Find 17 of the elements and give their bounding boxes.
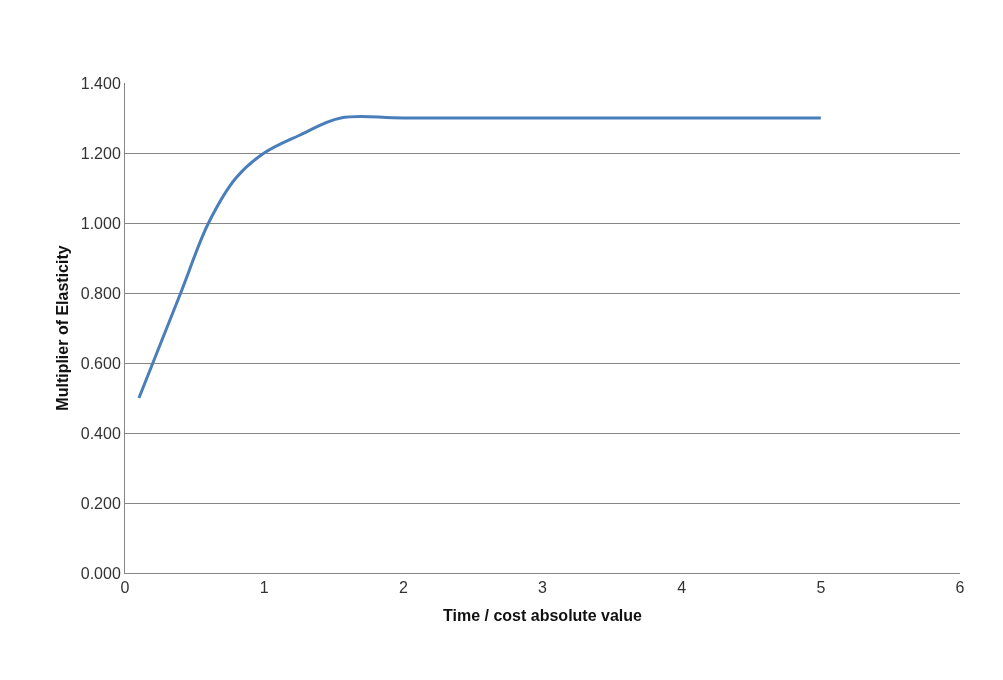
x-tick-label: 1 — [259, 579, 269, 597]
x-tick-label: 0 — [120, 579, 130, 597]
y-tick-label: 1.200 — [80, 144, 121, 162]
y-tick-label: 0.800 — [80, 284, 121, 302]
x-tick-label: 5 — [816, 579, 826, 597]
y-tick-label: 0.400 — [80, 424, 121, 442]
y-tick-label: 0.200 — [80, 494, 121, 512]
y-tick-label: 1.400 — [80, 74, 121, 92]
y-tick-label: 0.600 — [80, 354, 121, 372]
x-tick-label: 2 — [398, 579, 408, 597]
y-tick-label: 1.000 — [80, 214, 121, 232]
x-axis-title: Time / cost absolute value — [443, 606, 643, 624]
y-axis-title: Multiplier of Elasticity — [53, 245, 71, 411]
x-tick-label: 4 — [677, 579, 687, 597]
y-tick-label: 0.000 — [80, 564, 121, 582]
x-tick-label: 3 — [538, 579, 548, 597]
x-tick-label: 6 — [955, 579, 965, 597]
